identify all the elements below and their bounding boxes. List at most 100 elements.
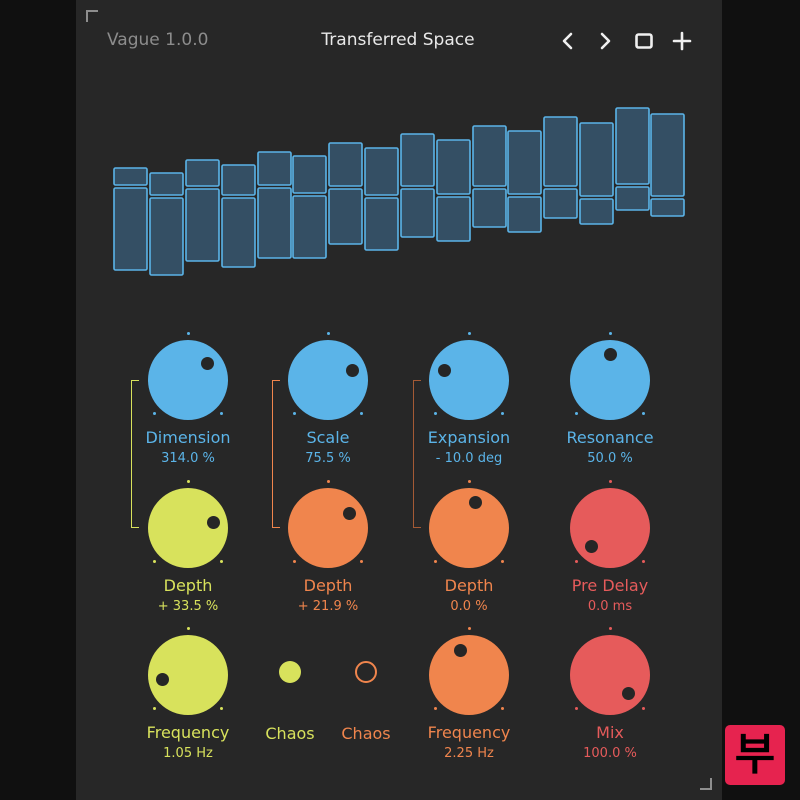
resonance-knob[interactable]: Resonance 50.0 % <box>566 331 654 466</box>
link-bracket-orange <box>272 380 280 528</box>
visualizer-bar <box>257 151 292 186</box>
knob-tick <box>219 706 223 710</box>
chaos-label-orange: Chaos <box>341 724 391 743</box>
visualizer-bar <box>436 196 471 242</box>
visualizer-bar <box>364 147 399 196</box>
visualizer-bar <box>400 188 435 238</box>
knob-disc[interactable] <box>288 340 368 420</box>
knob-tick <box>153 559 157 563</box>
depth-label: Depth <box>163 576 213 595</box>
depth-knob-orange[interactable]: Depth + 21.9 % <box>288 479 368 614</box>
knob-tick <box>575 559 579 563</box>
depth-value: + 33.5 % <box>157 599 219 614</box>
visualizer-bar <box>113 167 148 186</box>
knob-tick <box>293 411 297 415</box>
knob-disc[interactable] <box>288 488 368 568</box>
knob-disc[interactable] <box>148 340 228 420</box>
knob-tick <box>608 479 612 483</box>
knob-tick <box>434 706 438 710</box>
mix-knob[interactable]: Mix 100.0 % <box>570 626 650 761</box>
frequency-value: 1.05 Hz <box>163 746 213 761</box>
visualizer-bar <box>292 195 327 259</box>
knob-tick <box>326 479 330 483</box>
visualizer-bar <box>257 187 292 259</box>
visualizer-bar <box>579 198 614 225</box>
square-icon <box>635 33 653 49</box>
knob-disc[interactable] <box>570 635 650 715</box>
knob-tick <box>186 331 190 335</box>
knob-tick <box>608 626 612 630</box>
knob-tick <box>326 331 330 335</box>
visualizer-bar <box>436 139 471 195</box>
knob-indicator <box>603 347 617 361</box>
scale-value: 75.5 % <box>305 451 351 466</box>
visualizer-bar <box>650 198 685 217</box>
add-button[interactable] <box>668 27 696 55</box>
depth-knob-yellow[interactable]: Depth + 33.5 % <box>148 479 228 614</box>
visualizer-bar <box>615 107 650 185</box>
previous-preset-button[interactable] <box>554 27 582 55</box>
knob-disc[interactable] <box>429 340 509 420</box>
knob-indicator <box>469 496 483 510</box>
knob-indicator <box>206 516 220 530</box>
frequency-knob-orange[interactable]: Frequency 2.25 Hz <box>428 626 510 761</box>
scale-label: Scale <box>306 428 350 447</box>
visualizer-bar <box>185 159 220 187</box>
visualizer-bar <box>615 186 650 211</box>
knob-tick <box>500 706 504 710</box>
visualizer-bar <box>543 188 578 219</box>
resonance-value: 50.0 % <box>587 451 633 466</box>
preset-name[interactable]: Transferred Space <box>321 30 475 50</box>
depth-knob-orange-dark[interactable]: Depth 0.0 % <box>429 479 509 614</box>
link-bracket-yellow <box>131 380 139 528</box>
visualizer-bar <box>292 155 327 194</box>
pre-delay-knob[interactable]: Pre Delay 0.0 ms <box>570 479 650 614</box>
chevron-right-icon <box>600 32 611 50</box>
chaos-toggle-yellow[interactable] <box>279 661 301 683</box>
plus-icon <box>672 31 692 51</box>
plugin-window: Vague 1.0.0 Transferred Space Dimension … <box>76 0 722 800</box>
depth-value: 0.0 % <box>450 599 488 614</box>
brand-logo: 부 <box>725 725 785 785</box>
depth-value: + 21.9 % <box>297 599 359 614</box>
knob-indicator <box>585 539 599 553</box>
knob-tick <box>641 706 645 710</box>
visualizer-bar <box>221 197 256 268</box>
knob-indicator <box>438 363 452 377</box>
knob-disc[interactable] <box>429 488 509 568</box>
chaos-toggle-orange[interactable] <box>355 661 377 683</box>
knob-disc[interactable] <box>148 635 228 715</box>
scale-knob[interactable]: Scale 75.5 % <box>288 331 368 466</box>
knob-tick <box>434 559 438 563</box>
window-button[interactable] <box>630 27 658 55</box>
knob-disc[interactable] <box>429 635 509 715</box>
dimension-knob[interactable]: Dimension 314.0 % <box>145 331 231 466</box>
knob-tick <box>467 479 471 483</box>
visualizer-bar <box>364 197 399 251</box>
resize-handle[interactable] <box>700 778 712 790</box>
visualizer-bar <box>113 187 148 271</box>
visualizer-bar <box>328 142 363 187</box>
knob-tick <box>500 411 504 415</box>
frequency-knob-yellow[interactable]: Frequency 1.05 Hz <box>147 626 229 761</box>
knob-tick <box>608 331 612 335</box>
knob-disc[interactable] <box>148 488 228 568</box>
visualizer-bar <box>400 133 435 187</box>
knob-disc[interactable] <box>570 340 650 420</box>
visualizer-bar <box>579 122 614 197</box>
knob-indicator <box>155 673 169 686</box>
visualizer-bar <box>507 130 542 195</box>
version-label: Vague 1.0.0 <box>107 30 209 50</box>
next-preset-button[interactable] <box>591 27 619 55</box>
resize-corner-top-left <box>86 10 98 22</box>
knob-tick <box>641 559 645 563</box>
knob-tick <box>153 411 157 415</box>
visualizer-bar <box>507 196 542 233</box>
knob-disc[interactable] <box>570 488 650 568</box>
depth-label: Depth <box>444 576 494 595</box>
expansion-knob[interactable]: Expansion - 10.0 deg <box>428 331 510 466</box>
knob-indicator <box>201 356 215 370</box>
expansion-value: - 10.0 deg <box>435 451 503 466</box>
frequency-value: 2.25 Hz <box>444 746 494 761</box>
depth-label: Depth <box>303 576 353 595</box>
